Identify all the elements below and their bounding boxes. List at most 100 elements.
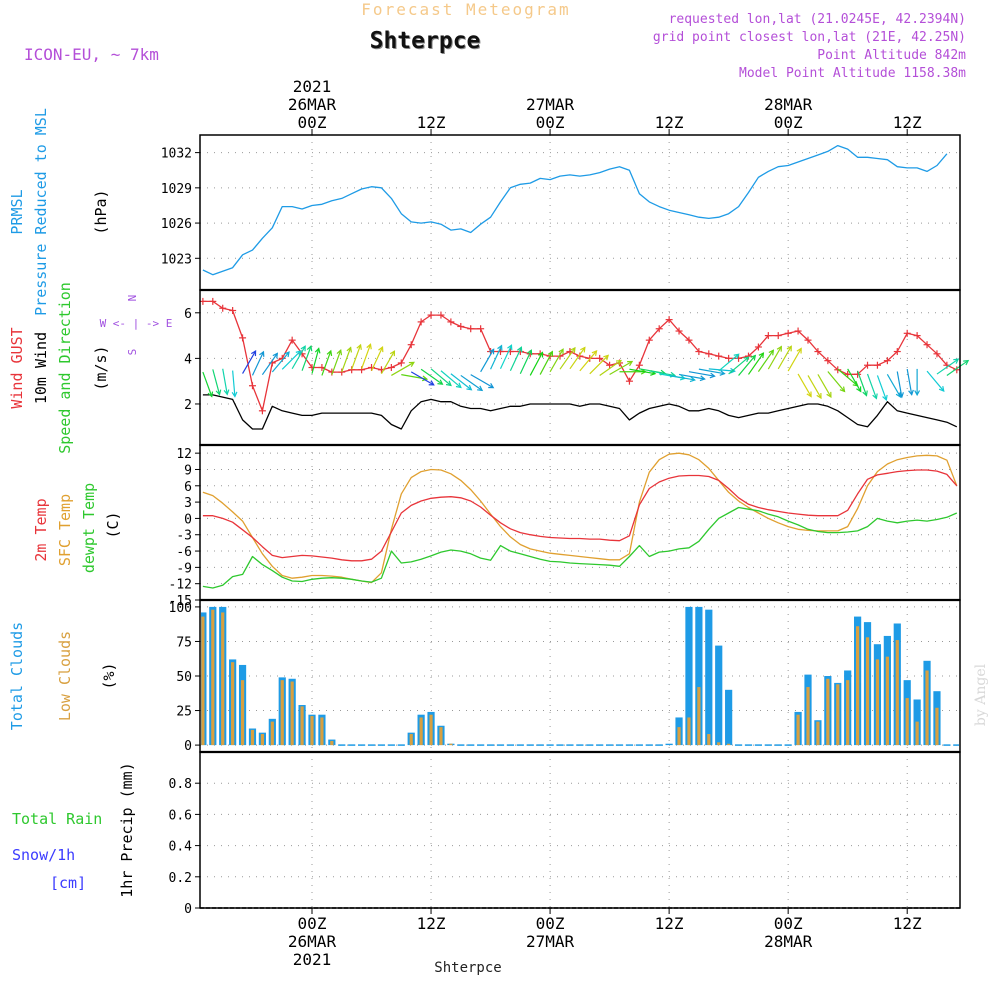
bottom-day-label: 28MAR — [764, 932, 813, 951]
wind-arrow — [251, 351, 265, 376]
wind-arrow — [202, 371, 213, 397]
wind-arrow-head — [428, 380, 435, 386]
y-tick-label: 12 — [176, 447, 192, 462]
total-cloud-bar — [695, 606, 703, 746]
wind-arrow — [391, 361, 415, 376]
wind-arrow-head — [743, 356, 750, 363]
super-title: Forecast Meteogram — [361, 0, 570, 19]
label-layer: 1023102610291032246-15-12-9-6-3036912025… — [8, 77, 922, 969]
wind-arrow-head — [215, 389, 222, 396]
wind-arrow — [688, 371, 715, 377]
wind-arrow-head — [336, 349, 343, 356]
wind-arrow — [589, 355, 609, 375]
low-cloud-bar — [796, 714, 800, 746]
wind-arrow — [797, 373, 812, 397]
wind-arrow — [857, 370, 868, 396]
wind-arrow — [460, 374, 483, 391]
wind-arrow-head — [445, 380, 452, 387]
top-day-label: 27MAR — [526, 95, 575, 114]
wind-arrow — [351, 344, 362, 370]
y-tick-label: 2 — [184, 398, 192, 413]
low-cloud-bar — [865, 637, 870, 746]
wind-arrow — [747, 352, 764, 375]
y-tick-label: 0 — [184, 902, 192, 917]
wind-arrow — [669, 374, 695, 381]
wind-arrow-head — [898, 392, 904, 399]
wind-arrow-head — [816, 392, 822, 400]
wind-arrow — [866, 373, 877, 399]
wind-arrow-head — [507, 344, 513, 351]
wind-arrow — [678, 373, 705, 380]
low-cloud-bar — [915, 721, 919, 746]
wind-arrow — [490, 345, 503, 370]
wind-arrow-head — [768, 349, 775, 356]
y-tick-label: 1026 — [161, 217, 192, 232]
y-tick-label: 100 — [169, 601, 192, 616]
y-label-pct: (%) — [100, 662, 118, 689]
low-cloud-bar — [707, 734, 711, 746]
low-cloud-bar — [290, 681, 294, 746]
model-label: ICON-EU, ~ 7km — [24, 45, 159, 64]
wind-arrow-head — [856, 386, 862, 393]
y-label-gust: Wind GUST — [8, 327, 26, 408]
wind-arrow — [698, 368, 725, 375]
top-hour-label: 12Z — [417, 113, 446, 132]
y-label-total-clouds: Total Clouds — [8, 622, 26, 730]
compass-south: S — [126, 349, 139, 356]
wind-arrow-head — [547, 350, 554, 357]
y-label-dewpt: dewpt Temp — [80, 483, 98, 573]
wind-arrow-head — [326, 349, 333, 357]
low-cloud-bar — [260, 734, 264, 746]
wind-arrow — [331, 350, 342, 375]
wind-arrow-head — [356, 343, 362, 350]
bottom-hour-label: 00Z — [774, 914, 803, 933]
total-cloud-bar — [705, 609, 713, 746]
wind-arrow — [242, 350, 257, 374]
wind-arrow-head — [719, 370, 726, 376]
low-cloud-bar — [330, 740, 334, 746]
wind-arrow — [519, 349, 532, 375]
y-tick-label: 0 — [184, 739, 192, 754]
low-cloud-bar — [925, 670, 929, 746]
y-tick-label: 75 — [176, 635, 192, 650]
low-cloud-bar — [250, 729, 255, 746]
wind-arrow — [420, 368, 443, 385]
credit-watermark: by Angel — [973, 663, 989, 726]
low-cloud-bar — [240, 680, 245, 746]
panel-frame-4 — [199, 751, 961, 909]
station-title: Shterpce — [370, 28, 481, 54]
wind-arrow — [539, 351, 553, 375]
wind-arrow — [261, 353, 278, 376]
y-tick-label: 0 — [184, 512, 192, 527]
wind-arrow — [559, 347, 576, 370]
y-label-direction: Speed and Direction — [56, 282, 74, 454]
bottom-day-label: 27MAR — [526, 932, 575, 951]
y-tick-label: -6 — [176, 545, 192, 560]
panel-frame-2 — [199, 444, 961, 601]
wind-arrow — [450, 373, 472, 391]
y-tick-label: -9 — [176, 561, 192, 576]
wind-arrow — [470, 374, 494, 389]
y-tick-label: 1032 — [161, 147, 192, 162]
low-cloud-bar — [687, 717, 691, 746]
compass-west-east: W <- | -> E — [100, 317, 173, 330]
label-cm: [cm] — [50, 874, 86, 892]
top-hour-label: 00Z — [298, 113, 327, 132]
grid-layer — [200, 135, 960, 908]
wind-arrow-head — [882, 394, 888, 402]
low-cloud-bar — [806, 687, 810, 746]
wind-arrow-head — [489, 348, 495, 355]
y-label-2m-temp: 2m Temp — [32, 498, 50, 561]
data-layer — [199, 144, 970, 746]
wind-arrow — [926, 370, 945, 392]
low-cloud-bar — [816, 721, 820, 746]
wind-arrow — [430, 368, 452, 386]
wind-arrow-head — [488, 383, 495, 389]
wind-arrow — [232, 370, 236, 397]
wind-arrow-head — [908, 389, 914, 396]
wind-arrow-head — [796, 347, 802, 354]
wind-arrow-head — [346, 346, 352, 353]
wind-arrow — [361, 344, 372, 369]
low-cloud-bar — [419, 717, 423, 746]
wind-arrow — [886, 374, 901, 398]
